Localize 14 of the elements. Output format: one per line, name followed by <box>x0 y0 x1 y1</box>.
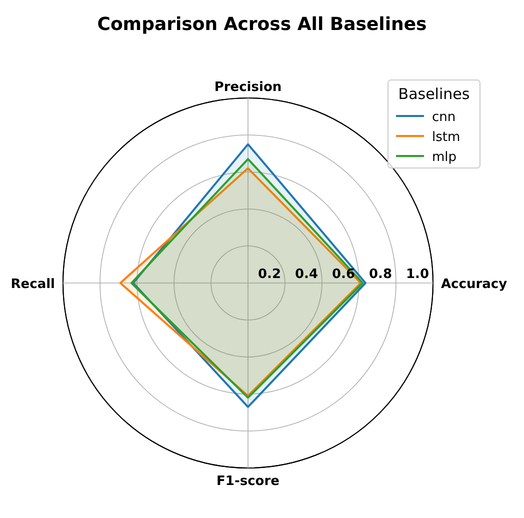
y-tick-label: 0.8 <box>368 267 392 282</box>
chart-title: Comparison Across All Baselines <box>97 14 427 35</box>
legend-label: cnn <box>432 110 456 125</box>
y-tick-label: 0.2 <box>258 267 281 282</box>
spoke-label: Recall <box>10 277 55 292</box>
legend-title: Baselines <box>398 85 470 103</box>
legend-label: mlp <box>432 150 457 165</box>
y-tick-label: 0.4 <box>294 267 318 282</box>
spoke-label: Precision <box>214 80 282 95</box>
spoke-label: F1-score <box>216 474 280 489</box>
spoke-label: Accuracy <box>441 277 508 292</box>
y-tick-label: 1.0 <box>406 267 429 282</box>
y-tick-label: 0.6 <box>332 267 355 282</box>
legend-label: lstm <box>432 130 460 145</box>
